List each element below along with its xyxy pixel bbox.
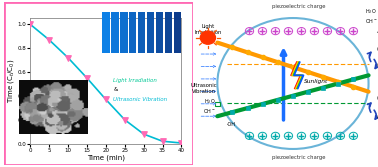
Bar xyxy=(215,102,220,106)
Text: O$_2$: O$_2$ xyxy=(376,94,378,103)
Text: OH$^-$: OH$^-$ xyxy=(203,107,215,115)
Bar xyxy=(147,12,155,53)
Point xyxy=(122,118,128,121)
Bar xyxy=(165,12,172,53)
Text: Ultrasonic Vibration: Ultrasonic Vibration xyxy=(113,97,167,102)
Bar xyxy=(102,12,110,53)
Bar xyxy=(174,12,181,53)
Text: H$_2$O: H$_2$O xyxy=(365,7,376,16)
Point xyxy=(141,133,147,135)
Text: piezoelectric charge: piezoelectric charge xyxy=(272,4,325,9)
Bar xyxy=(156,12,163,53)
Circle shape xyxy=(200,31,215,44)
Text: Light Irradiation: Light Irradiation xyxy=(113,78,157,83)
Point xyxy=(178,142,184,144)
Text: K$_{0.6}$Na$_{0.4}$O$_3$: K$_{0.6}$Na$_{0.4}$O$_3$ xyxy=(38,102,70,111)
Text: piezoelectric charge: piezoelectric charge xyxy=(272,155,325,160)
Text: O$_2^-$: O$_2^-$ xyxy=(376,114,378,123)
Point xyxy=(46,39,52,41)
Point xyxy=(160,140,166,143)
Text: O$_2$: O$_2$ xyxy=(376,45,378,54)
Bar xyxy=(138,12,146,53)
Text: &: & xyxy=(113,87,118,92)
Text: Light
Irradiation: Light Irradiation xyxy=(194,24,222,35)
Bar xyxy=(120,12,127,53)
Y-axis label: Time (C$_t$/C$_0$): Time (C$_t$/C$_0$) xyxy=(6,59,16,103)
Text: H$_2$O: H$_2$O xyxy=(204,97,215,106)
Text: OH$^-$: OH$^-$ xyxy=(365,17,378,25)
Text: Sunlight: Sunlight xyxy=(304,79,328,85)
Bar xyxy=(111,12,119,53)
Text: Ultrasonic
Vibration: Ultrasonic Vibration xyxy=(191,83,217,94)
Bar xyxy=(129,12,136,53)
Text: ·OH: ·OH xyxy=(227,122,236,127)
Text: ·OH: ·OH xyxy=(376,30,378,35)
X-axis label: Time (min): Time (min) xyxy=(87,154,125,161)
Point xyxy=(65,56,71,59)
Point xyxy=(103,98,109,101)
Point xyxy=(27,23,33,26)
Text: O$_2^-$: O$_2^-$ xyxy=(376,61,378,71)
Point xyxy=(84,77,90,79)
